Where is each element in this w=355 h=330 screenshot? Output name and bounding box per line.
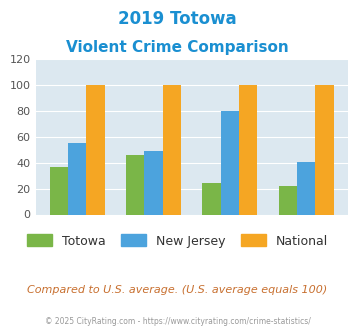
Bar	[126, 155, 144, 214]
Text: © 2025 CityRating.com - https://www.cityrating.com/crime-statistics/: © 2025 CityRating.com - https://www.city…	[45, 317, 310, 326]
Bar	[68, 144, 86, 214]
Legend: Totowa, New Jersey, National: Totowa, New Jersey, National	[27, 234, 328, 248]
Bar	[163, 85, 181, 214]
Bar	[50, 167, 68, 214]
Bar	[297, 161, 315, 214]
Text: 2019 Totowa: 2019 Totowa	[118, 10, 237, 28]
Bar	[315, 85, 334, 214]
Bar	[144, 151, 163, 214]
Text: Violent Crime Comparison: Violent Crime Comparison	[66, 40, 289, 54]
Text: Compared to U.S. average. (U.S. average equals 100): Compared to U.S. average. (U.S. average …	[27, 285, 328, 295]
Bar	[86, 85, 105, 214]
Bar	[279, 186, 297, 214]
Bar	[221, 111, 239, 214]
Bar	[202, 183, 221, 214]
Bar	[239, 85, 257, 214]
